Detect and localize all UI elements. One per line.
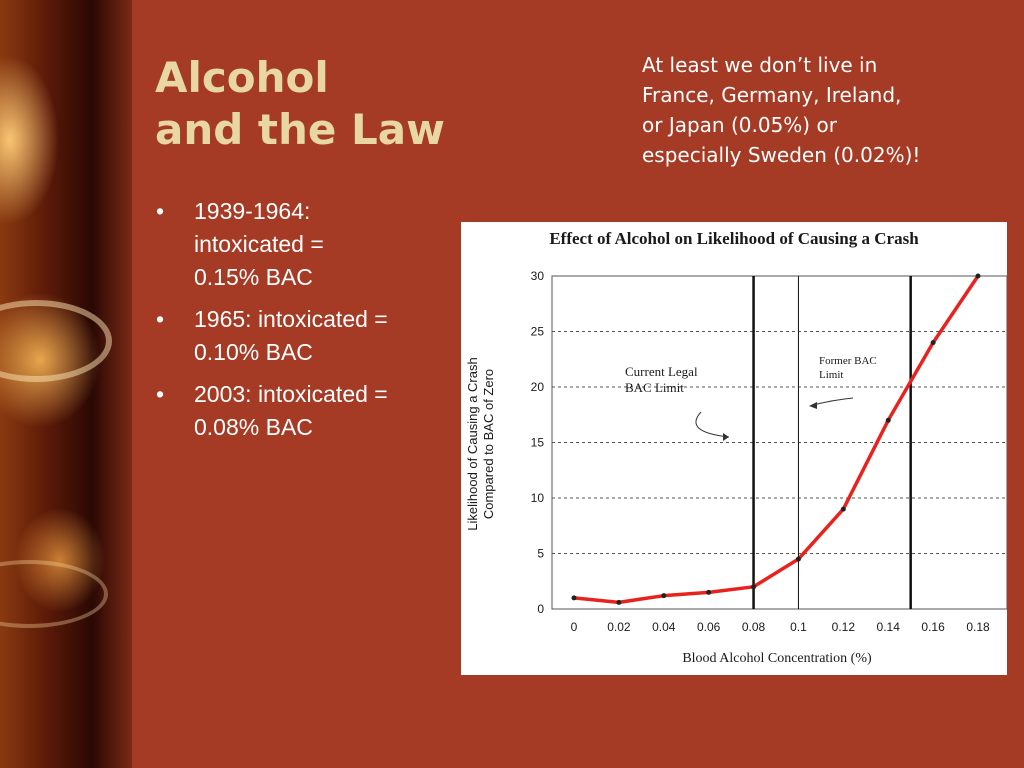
note-line: At least we don’t live in [642,53,878,77]
y-tick-label: 30 [531,269,545,283]
glass-rim-decoration [0,560,108,628]
annotation-arrow [695,411,730,438]
series-group [571,273,981,605]
annotation-line: BAC Limit [625,380,684,395]
note-line: especially Sweden (0.02%)! [642,143,921,167]
crash-likelihood-chart: Effect of Alcohol on Likelihood of Causi… [465,229,1007,666]
slide-title-line: Alcohol [155,53,329,102]
note-line: or Japan (0.05%) or [642,113,837,137]
bullet-item: 1939-1964: intoxicated = 0.15% BAC [152,195,452,294]
annotation-line: Former BAC [819,355,877,367]
annotation-current-limit: Current Legal BAC Limit [625,364,730,441]
data-point [885,417,891,423]
slide-title: Alcohol and the Law [155,52,515,156]
data-point [975,273,981,279]
bullet-item: 1965: intoxicated = 0.10% BAC [152,303,452,369]
y-tick-label: 5 [537,547,544,561]
chart-title: Effect of Alcohol on Likelihood of Causi… [549,229,919,248]
data-point [661,593,667,599]
data-point [795,556,801,562]
x-tick-label: 0.06 [697,620,721,634]
annotation-line: Current Legal [625,364,698,379]
x-tick-labels: 0 0.02 0.04 0.06 0.08 0.1 0.12 0.14 0.16 0.18 [571,620,990,634]
y-tick-labels: 0 5 10 15 20 25 30 [531,269,545,616]
bullet-list: 1939-1964: intoxicated = 0.15% BAC 1965:… [152,195,452,453]
x-tick-label: 0.18 [966,620,990,634]
y-tick-label: 0 [537,602,544,616]
bullet-line: 0.08% BAC [194,414,313,440]
grid-lines [552,331,1007,554]
bullet-line: 1939-1964: [194,198,311,224]
plot-frame [551,275,1007,610]
x-tick-label: 0.1 [790,620,807,634]
data-point [840,506,846,512]
note-line: France, Germany, Ireland, [642,83,902,107]
comparison-note: At least we don’t live in France, German… [642,50,1012,170]
annotation-arrowhead [723,433,729,441]
bac-limit-markers [752,276,912,609]
data-point [751,584,757,590]
x-tick-label: 0.14 [877,620,901,634]
annotation-former-limit: Former BAC Limit [809,355,877,409]
x-tick-label: 0.02 [607,620,631,634]
bullet-line: 0.15% BAC [194,264,313,290]
bullet-line: intoxicated = [194,231,324,257]
glass-rim-decoration [0,300,112,382]
data-point [616,599,622,605]
background-photo-strip [0,0,132,768]
y-tick-label: 20 [531,380,545,394]
y-axis-label-line: Compared to BAC of Zero [481,369,496,519]
bullet-line: 2003: intoxicated = [194,381,388,407]
y-tick-label: 25 [531,325,545,339]
y-axis-label-line: Likelihood of Causing a Crash [465,357,480,530]
series-line [573,275,980,605]
bullet-item: 2003: intoxicated = 0.08% BAC [152,378,452,444]
bullet-line: 1965: intoxicated = [194,306,388,332]
annotation-arrowhead [809,402,817,409]
chart-panel: Effect of Alcohol on Likelihood of Causi… [461,222,1007,675]
x-tick-label: 0 [571,620,578,634]
x-tick-label: 0.04 [652,620,676,634]
annotation-arrow [812,397,854,406]
data-point [571,595,577,601]
x-axis-label: Blood Alcohol Concentration (%) [682,651,872,666]
x-tick-label: 0.16 [921,620,945,634]
y-tick-label: 10 [531,491,545,505]
slide-title-line: and the Law [155,105,445,154]
x-tick-label: 0.08 [742,620,766,634]
data-point [706,589,712,595]
data-point [930,340,936,346]
x-tick-label: 0.12 [832,620,856,634]
bullet-line: 0.10% BAC [194,339,313,365]
annotation-line: Limit [819,369,843,381]
y-tick-label: 15 [531,436,545,450]
